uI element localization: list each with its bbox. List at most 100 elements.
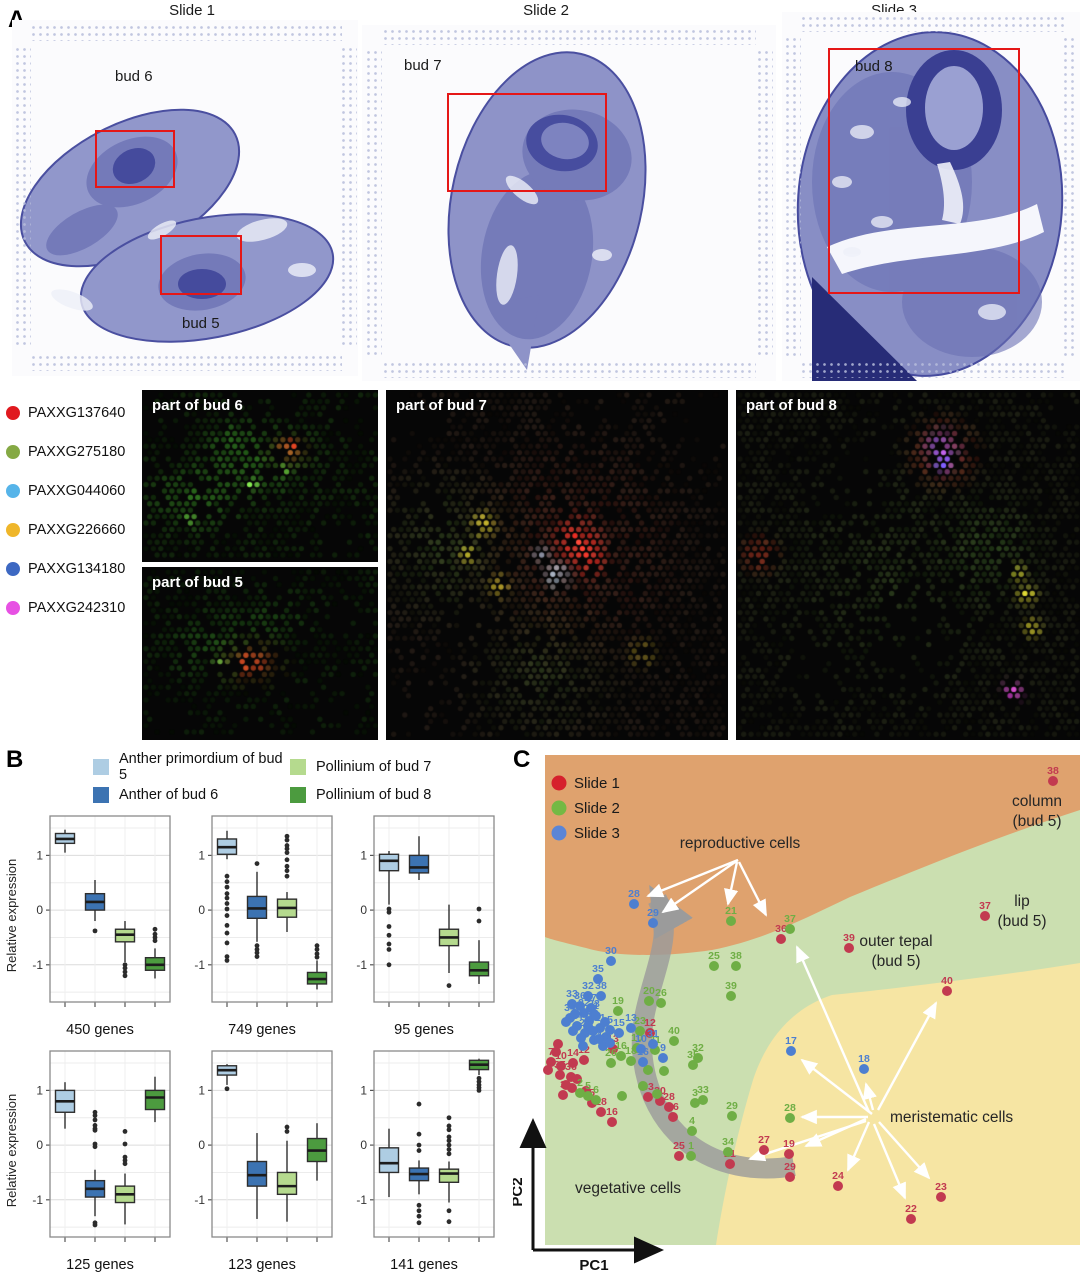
outlier-point	[224, 884, 230, 890]
box	[408, 854, 430, 874]
outlier-point	[122, 1141, 128, 1147]
pca-point	[693, 1053, 703, 1063]
outlier-point	[284, 1124, 290, 1130]
pca-point	[543, 1065, 553, 1075]
pca-point-label: 28	[628, 888, 640, 900]
pca-point-label: 18	[595, 1096, 607, 1108]
pca-point	[786, 1046, 796, 1056]
outlier-point	[254, 950, 260, 956]
outlier-point	[254, 947, 260, 952]
outlier-point	[122, 973, 128, 979]
pca-point-label: 25	[708, 950, 720, 962]
y-axis-label-row1: Relative expression	[4, 858, 20, 972]
pca-point-label: 20	[643, 985, 655, 997]
y-tick-label: 1	[198, 848, 205, 862]
bud8-label: bud 8	[855, 58, 893, 75]
pca-point-label: 38	[595, 980, 607, 992]
outlier-point	[152, 926, 158, 932]
pca-point	[674, 1151, 684, 1161]
fiducial-dots	[365, 49, 382, 357]
legend-swatch	[290, 787, 306, 803]
pca-point	[594, 1034, 604, 1044]
gene-color-dot	[6, 444, 20, 459]
y-tick-label: -1	[356, 958, 367, 972]
pca-point-label: 33	[566, 988, 578, 1000]
gene-legend: PAXXG137640 PAXXG275180 PAXXG044060 PAXXG22…	[6, 393, 140, 627]
gene-legend-item: PAXXG242310	[6, 588, 140, 627]
pca-point	[936, 1192, 946, 1202]
outlier-point	[224, 906, 230, 912]
outlier-point	[224, 895, 230, 901]
gene-legend-item: PAXXG226660	[6, 510, 140, 549]
pca-point	[785, 1113, 795, 1123]
pca-point	[558, 1090, 568, 1100]
pca-point	[572, 1074, 582, 1084]
pca-point	[785, 924, 795, 934]
fiducial-dots	[14, 46, 31, 346]
pca-point-label: 38	[730, 950, 742, 962]
outlier-point	[386, 941, 392, 947]
pca-point	[725, 1159, 735, 1169]
pca-point-label: 36	[565, 1061, 577, 1073]
pca-point-label: 31	[647, 1028, 659, 1040]
outlier-point	[314, 951, 320, 957]
outlier-point	[152, 931, 158, 937]
pca-axes: PC1 PC2	[513, 1118, 664, 1274]
pca-point-label: 33	[642, 1081, 654, 1093]
outlier-point	[254, 954, 260, 959]
gene-legend-item: PAXXG137640	[6, 393, 140, 432]
pca-point	[645, 1028, 655, 1038]
roi-box-bud6	[95, 130, 175, 188]
pca-point-label: 37	[979, 900, 991, 912]
pca-point-label: 28	[784, 1102, 796, 1114]
pca-point	[591, 1095, 601, 1105]
pca-point-label: 27	[758, 1134, 770, 1146]
spatial-panel: part of bud 5	[142, 567, 378, 740]
pca-point-label: 27	[585, 992, 597, 1004]
outlier-point	[122, 1161, 128, 1167]
boxplot-title: 125 genes	[66, 1257, 134, 1273]
pca-point-label: 19	[783, 1138, 795, 1150]
pca-point-label: 10	[631, 1032, 643, 1044]
region-label: (bud 5)	[997, 913, 1046, 930]
pca-point	[648, 918, 658, 928]
outlier-point	[224, 930, 230, 936]
y-axis-label-row2: Relative expression	[4, 1093, 20, 1207]
annotation-arrow	[800, 1058, 873, 1115]
pca-points: 3837394036333028362521271929242223710141…	[543, 765, 1059, 1224]
pca-point-label: 10	[555, 1050, 567, 1062]
pca-legend-label: Slide 2	[574, 800, 620, 817]
region-label: meristematic cells	[890, 1109, 1013, 1126]
pca-point	[709, 961, 719, 971]
slide2-image: bud 7	[362, 25, 776, 381]
pca-point	[546, 1057, 556, 1067]
gene-legend-item: PAXXG134180	[6, 549, 140, 588]
gene-color-dot	[6, 522, 20, 537]
bud7-label: bud 7	[404, 57, 442, 74]
boxplot-title: 123 genes	[228, 1257, 296, 1273]
pc2-axis-label: PC2	[513, 1177, 526, 1206]
region-label: reproductive cells	[680, 835, 801, 852]
boxplot-title: 450 genes	[66, 1022, 134, 1038]
pca-point	[656, 998, 666, 1008]
fiducial-dots	[800, 361, 1064, 378]
pca-point-label: 32	[582, 980, 594, 992]
pca-point-label: 26	[655, 987, 667, 999]
outlier-point	[416, 1101, 422, 1107]
spatial-panel-label: part of bud 6	[152, 397, 243, 414]
pca-point-label: 4	[689, 1115, 695, 1127]
outlier-point	[476, 1087, 482, 1093]
y-tick-label: 1	[198, 1083, 205, 1097]
pca-legend-dot	[551, 775, 567, 791]
outlier-point	[284, 873, 290, 879]
gene-id: PAXXG044060	[28, 482, 126, 499]
y-tick-label: 1	[36, 1083, 43, 1097]
pca-point-label: 28	[663, 1091, 675, 1103]
pca-point	[575, 1088, 585, 1098]
pca-point	[668, 1112, 678, 1122]
outlier-point	[314, 943, 320, 949]
spatial-panel-label: part of bud 8	[746, 397, 837, 414]
pca-point-label: 18	[625, 1045, 637, 1057]
outlier-point	[92, 1127, 98, 1133]
pca-point	[635, 1026, 645, 1036]
